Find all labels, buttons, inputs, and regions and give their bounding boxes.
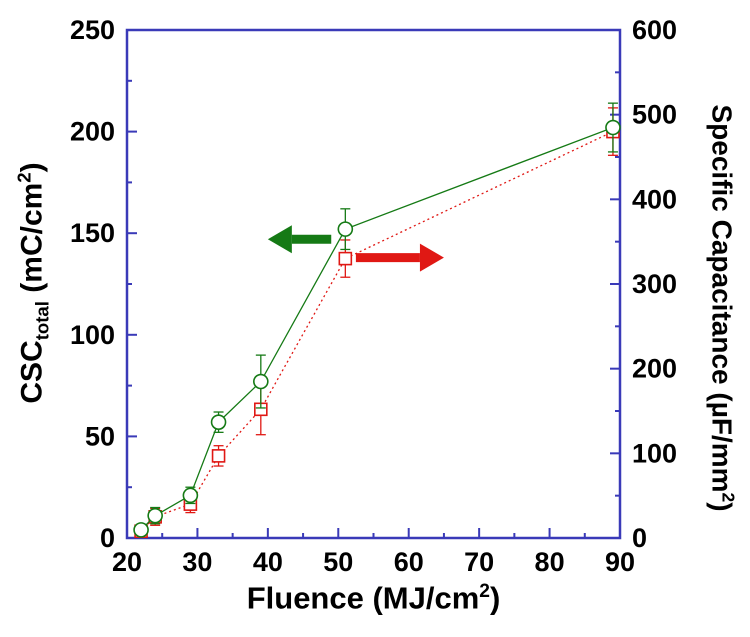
x-axis-title-close: ): [489, 580, 501, 616]
svg-text:400: 400: [632, 184, 677, 214]
svg-text:150: 150: [70, 218, 115, 248]
svg-text:90: 90: [605, 547, 635, 577]
svg-text:40: 40: [253, 547, 283, 577]
left-axis-title-unit: (mC/cm: [15, 182, 49, 302]
svg-text:0: 0: [100, 523, 115, 553]
x-axis-title-text: Fluence (MJ/cm: [246, 580, 480, 616]
svg-text:50: 50: [323, 547, 353, 577]
svg-text:20: 20: [112, 547, 142, 577]
left-axis-title-sub: total: [31, 301, 53, 341]
svg-text:0: 0: [632, 523, 647, 553]
svg-text:200: 200: [70, 117, 115, 147]
svg-text:50: 50: [85, 421, 115, 451]
svg-text:30: 30: [182, 547, 212, 577]
right-axis-title-sup: 2: [718, 492, 739, 503]
svg-text:80: 80: [535, 547, 565, 577]
right-axis-title: Specific Capacitance (µF/mm2): [706, 104, 739, 512]
svg-text:100: 100: [632, 438, 677, 468]
svg-text:100: 100: [70, 320, 115, 350]
svg-text:300: 300: [632, 269, 677, 299]
svg-text:60: 60: [394, 547, 424, 577]
svg-text:70: 70: [464, 547, 494, 577]
x-axis-title-sup: 2: [479, 581, 490, 602]
svg-text:250: 250: [70, 15, 115, 45]
x-axis-title: Fluence (MJ/cm2): [127, 582, 620, 613]
left-axis-title-text: CSC: [15, 340, 49, 404]
svg-text:600: 600: [632, 15, 677, 45]
svg-text:500: 500: [632, 100, 677, 130]
left-axis-title: CSCtotal (mC/cm2): [13, 162, 53, 404]
left-axis-title-sup: 2: [13, 172, 35, 183]
left-axis-title-close: ): [15, 162, 49, 173]
svg-text:200: 200: [632, 354, 677, 384]
right-axis-title-text: Specific Capacitance (µF/mm: [706, 104, 738, 493]
right-axis-title-close: ): [706, 502, 738, 512]
